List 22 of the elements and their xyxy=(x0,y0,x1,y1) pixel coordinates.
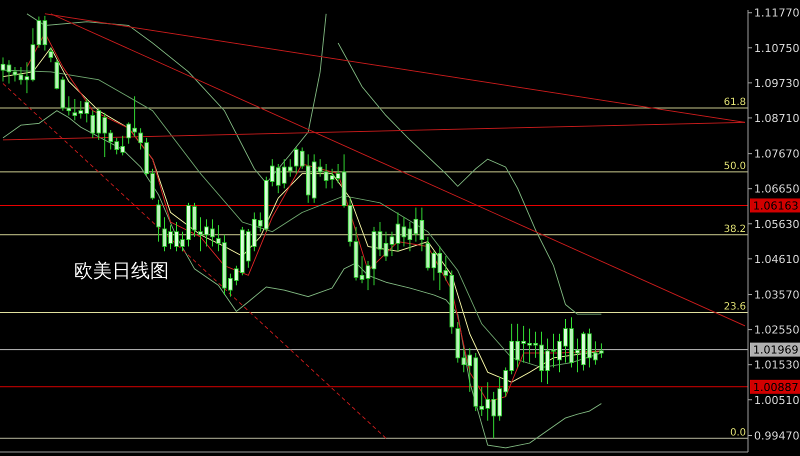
y-tick-label: 1.09730 xyxy=(754,76,800,90)
y-tick-label: 1.03570 xyxy=(754,288,800,302)
annotation: 61.8 xyxy=(724,96,746,108)
y-tick-label: 1.07670 xyxy=(754,148,800,161)
y-tick-label: 1.04610 xyxy=(754,252,800,266)
y-tick-label: 1.02550 xyxy=(754,324,800,337)
annotation: 50.0 xyxy=(724,160,746,172)
y-tick-label: 1.01530 xyxy=(754,358,800,372)
y-tick-label: 1.05630 xyxy=(754,218,800,231)
ref-line-label: 1.06163 xyxy=(753,199,798,212)
y-tick-label: 1.00510 xyxy=(754,394,800,407)
ref-line-label: 1.01969 xyxy=(753,344,798,357)
y-tick-label: 0.99470 xyxy=(754,430,800,442)
annotation: 0.0 xyxy=(730,427,746,438)
ref-line-label: 1.00887 xyxy=(753,380,798,394)
annotation: 23.6 xyxy=(724,301,746,312)
y-tick-label: 1.06650 xyxy=(754,182,800,196)
annotation: 38.2 xyxy=(724,224,746,235)
y-tick-label: 1.10750 xyxy=(754,42,800,55)
y-tick-label: 1.08710 xyxy=(754,112,800,125)
y-tick-label: 1.11770 xyxy=(754,6,800,20)
text: 欧美日线图 xyxy=(74,260,169,282)
